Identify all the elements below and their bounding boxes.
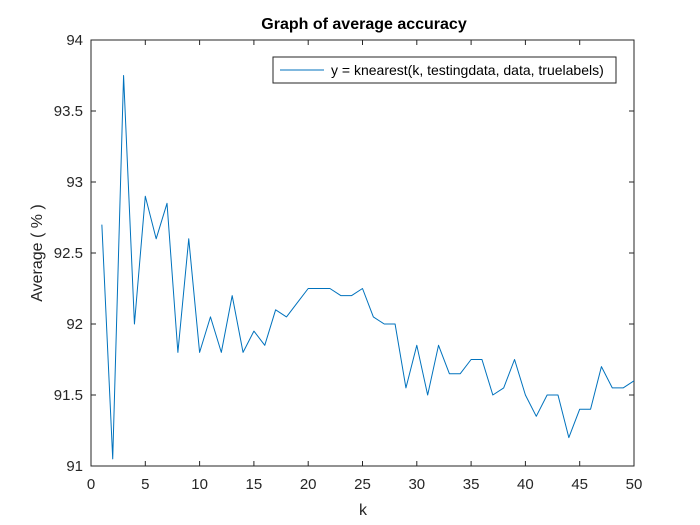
y-tick-label: 92 — [66, 316, 83, 333]
chart-title: Graph of average accuracy — [261, 16, 467, 33]
x-axis: 0 5 10 15 20 25 30 35 40 45 50 — [87, 40, 643, 493]
y-tick-label: 91.5 — [54, 387, 83, 404]
x-tick-label: 45 — [571, 476, 588, 493]
plot-area — [90, 39, 635, 467]
y-tick-label: 92.5 — [54, 245, 83, 262]
legend: y = knearest(k, testingdata, data, truel… — [272, 56, 617, 84]
x-tick-label: 25 — [354, 476, 371, 493]
series-layer — [101, 75, 635, 460]
x-tick-label: 50 — [626, 476, 643, 493]
y-tick-label: 94 — [66, 32, 83, 49]
x-tick-label: 0 — [87, 476, 95, 493]
x-tick-label: 5 — [141, 476, 149, 493]
y-axis: 91 91.5 92 92.5 93 93.5 94 — [54, 32, 634, 475]
legend-label: y = knearest(k, testingdata, data, truel… — [331, 62, 604, 78]
x-tick-label: 10 — [191, 476, 208, 493]
x-tick-label: 15 — [246, 476, 263, 493]
y-tick-label: 93.5 — [54, 103, 83, 120]
series-line-0 — [101, 75, 635, 460]
x-tick-label: 30 — [408, 476, 425, 493]
x-tick-label: 40 — [517, 476, 534, 493]
x-tick-label: 35 — [463, 476, 480, 493]
plot-box — [90, 39, 635, 467]
y-tick-label: 91 — [66, 458, 83, 475]
y-axis-label: Average ( % ) — [29, 204, 46, 302]
legend-box — [272, 56, 617, 84]
y-tick-label: 93 — [66, 174, 83, 191]
x-axis-label: k — [359, 502, 368, 519]
x-tick-label: 20 — [300, 476, 317, 493]
